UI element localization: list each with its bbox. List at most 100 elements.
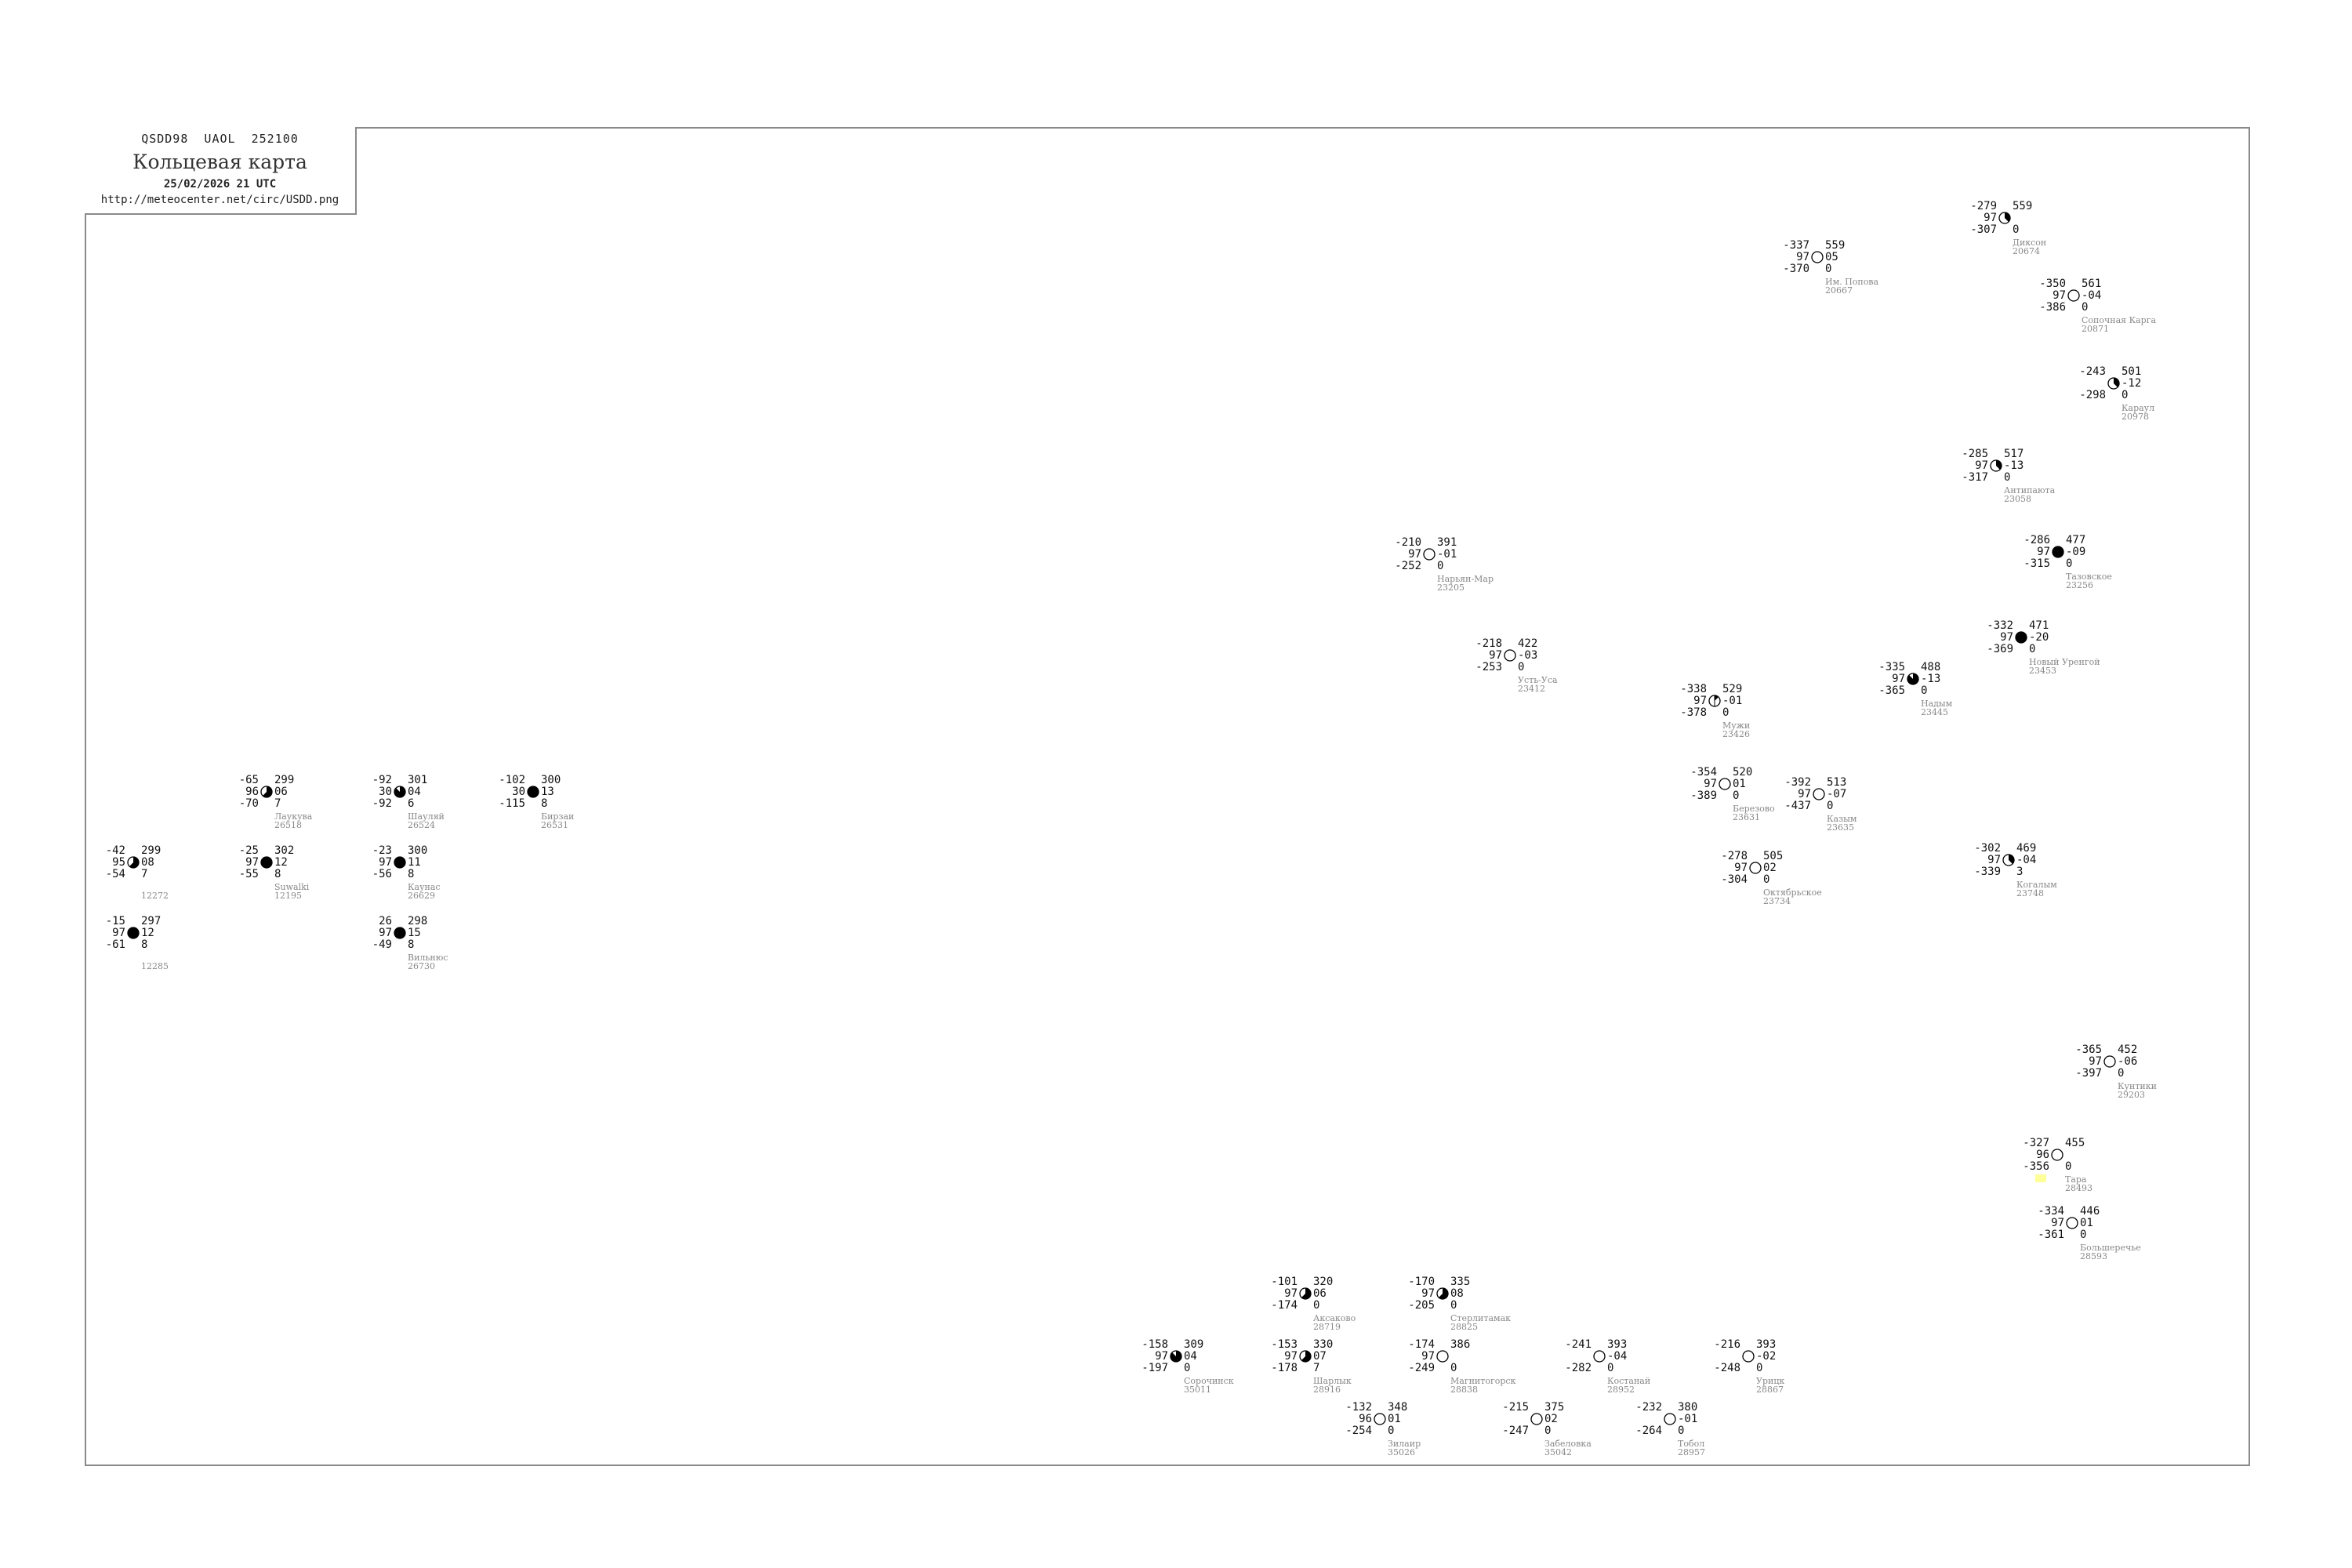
pressure: 380 (1678, 1401, 1698, 1414)
air-temperature: -132 (1345, 1401, 1372, 1414)
dew-point: -386 (2039, 301, 2066, 314)
station-name: Магнитогорск (1450, 1376, 1516, 1386)
pressure: 309 (1184, 1338, 1204, 1351)
dew-point: -92 (372, 797, 392, 810)
air-temperature: -327 (2023, 1137, 2049, 1149)
station-name: Вильнюс (408, 953, 448, 963)
dew-point: -304 (1721, 873, 1748, 886)
station-index: 28952 (1607, 1385, 1635, 1395)
map-header: QSDD98 UAOL 252100 Кольцевая карта 25/02… (85, 127, 357, 215)
dew-point: -205 (1408, 1299, 1435, 1312)
dew-point: -361 (2038, 1229, 2064, 1241)
cloud-cover-icon (1436, 1350, 1449, 1363)
cloud-cover-icon (260, 856, 273, 869)
cloud-cover-icon (2051, 1149, 2063, 1161)
station-index: 12195 (274, 891, 302, 901)
visibility: 97 (2053, 289, 2066, 302)
cloud-height: 0 (2065, 1160, 2072, 1173)
visibility: 97 (1892, 673, 1905, 685)
station-name: Тазовское (2066, 572, 2112, 582)
station-index: 23631 (1733, 812, 1760, 822)
air-temperature: -285 (1962, 448, 1988, 460)
visibility: 97 (1421, 1287, 1435, 1300)
pressure: 477 (2066, 534, 2086, 546)
station-index: 23058 (2004, 494, 2031, 504)
pressure: 559 (1825, 239, 1846, 252)
cloud-cover-icon (1749, 862, 1762, 874)
air-temperature: -302 (1974, 842, 2001, 855)
cloud-height: 0 (2122, 389, 2129, 401)
visibility: 96 (2036, 1149, 2049, 1161)
cloud-height: 8 (541, 797, 548, 810)
station-name: Сопочная Карга (2082, 315, 2157, 325)
dew-point: -252 (1395, 560, 1421, 572)
pressure: 298 (408, 915, 428, 927)
pressure: 513 (1827, 776, 1847, 789)
station-name: Тара (2065, 1174, 2087, 1185)
dew-point: -365 (1878, 684, 1905, 697)
station-index: 28957 (1678, 1447, 1705, 1457)
air-temperature: -216 (1714, 1338, 1740, 1351)
pressure-tendency: 08 (141, 856, 154, 869)
cloud-height: 7 (274, 797, 281, 810)
station-name: Шарлык (1313, 1376, 1352, 1386)
pressure-tendency: -13 (2004, 459, 2024, 472)
station-index: 35026 (1388, 1447, 1415, 1457)
cloud-cover-icon (1170, 1350, 1182, 1363)
visibility: 97 (1408, 548, 1421, 561)
air-temperature: -102 (499, 774, 525, 786)
dew-point: -397 (2075, 1067, 2102, 1080)
pressure: 520 (1733, 766, 1753, 779)
pressure-tendency: 01 (2080, 1217, 2093, 1229)
visibility: 97 (245, 856, 259, 869)
air-temperature: -350 (2039, 278, 2066, 290)
pressure: 300 (408, 844, 428, 857)
station-name: Мужи (1722, 720, 1751, 731)
cloud-height: 8 (274, 868, 281, 880)
cloud-height: 0 (2029, 643, 2036, 655)
station-index: 23445 (1921, 707, 1948, 717)
dew-point: -389 (1690, 789, 1717, 802)
pressure: 488 (1921, 661, 1941, 673)
cloud-cover-icon (2067, 289, 2080, 302)
station-index: 28719 (1313, 1322, 1341, 1332)
air-temperature: -278 (1721, 850, 1748, 862)
station-name: Тобол (1678, 1439, 1705, 1449)
pressure: 471 (2029, 619, 2049, 632)
cloud-cover-icon (127, 856, 140, 869)
pressure-tendency: 07 (1313, 1350, 1327, 1363)
visibility: 97 (1798, 788, 1811, 800)
cloud-cover-icon (1664, 1413, 1676, 1425)
cloud-cover-icon (394, 856, 406, 869)
pressure: 299 (274, 774, 295, 786)
cloud-height: 0 (1450, 1362, 1457, 1374)
dew-point: -339 (1974, 866, 2001, 878)
station-name: Стерлитамак (1450, 1313, 1512, 1323)
visibility: 97 (1796, 251, 1809, 263)
cloud-height: 0 (1388, 1425, 1395, 1437)
visibility: 96 (1359, 1413, 1372, 1425)
station-index: 28825 (1450, 1322, 1478, 1332)
cloud-cover-icon (1299, 1350, 1312, 1363)
cloud-cover-icon (1436, 1287, 1449, 1300)
dew-point: -249 (1408, 1362, 1435, 1374)
air-temperature: -153 (1271, 1338, 1298, 1351)
station-index: 35042 (1544, 1447, 1572, 1457)
air-temperature: -101 (1271, 1276, 1298, 1288)
cloud-height: 0 (1437, 560, 1444, 572)
station-name: Сорочинск (1184, 1376, 1234, 1386)
station-index: 20871 (2082, 324, 2109, 334)
station-index: 26531 (541, 820, 568, 830)
station-index: 28867 (1756, 1385, 1784, 1395)
pressure: 393 (1756, 1338, 1777, 1351)
cloud-height: 0 (2082, 301, 2089, 314)
cloud-height: 0 (1825, 263, 1832, 275)
station-index: 26524 (408, 820, 435, 830)
bulletin-code: QSDD98 UAOL 252100 (141, 132, 299, 146)
dew-point: -369 (1987, 643, 2013, 655)
cloud-height: 8 (141, 938, 148, 951)
dew-point: -55 (238, 868, 259, 880)
dew-point: -317 (1962, 471, 1988, 484)
cloud-cover-icon (2015, 631, 2027, 644)
dew-point: -56 (372, 868, 392, 880)
